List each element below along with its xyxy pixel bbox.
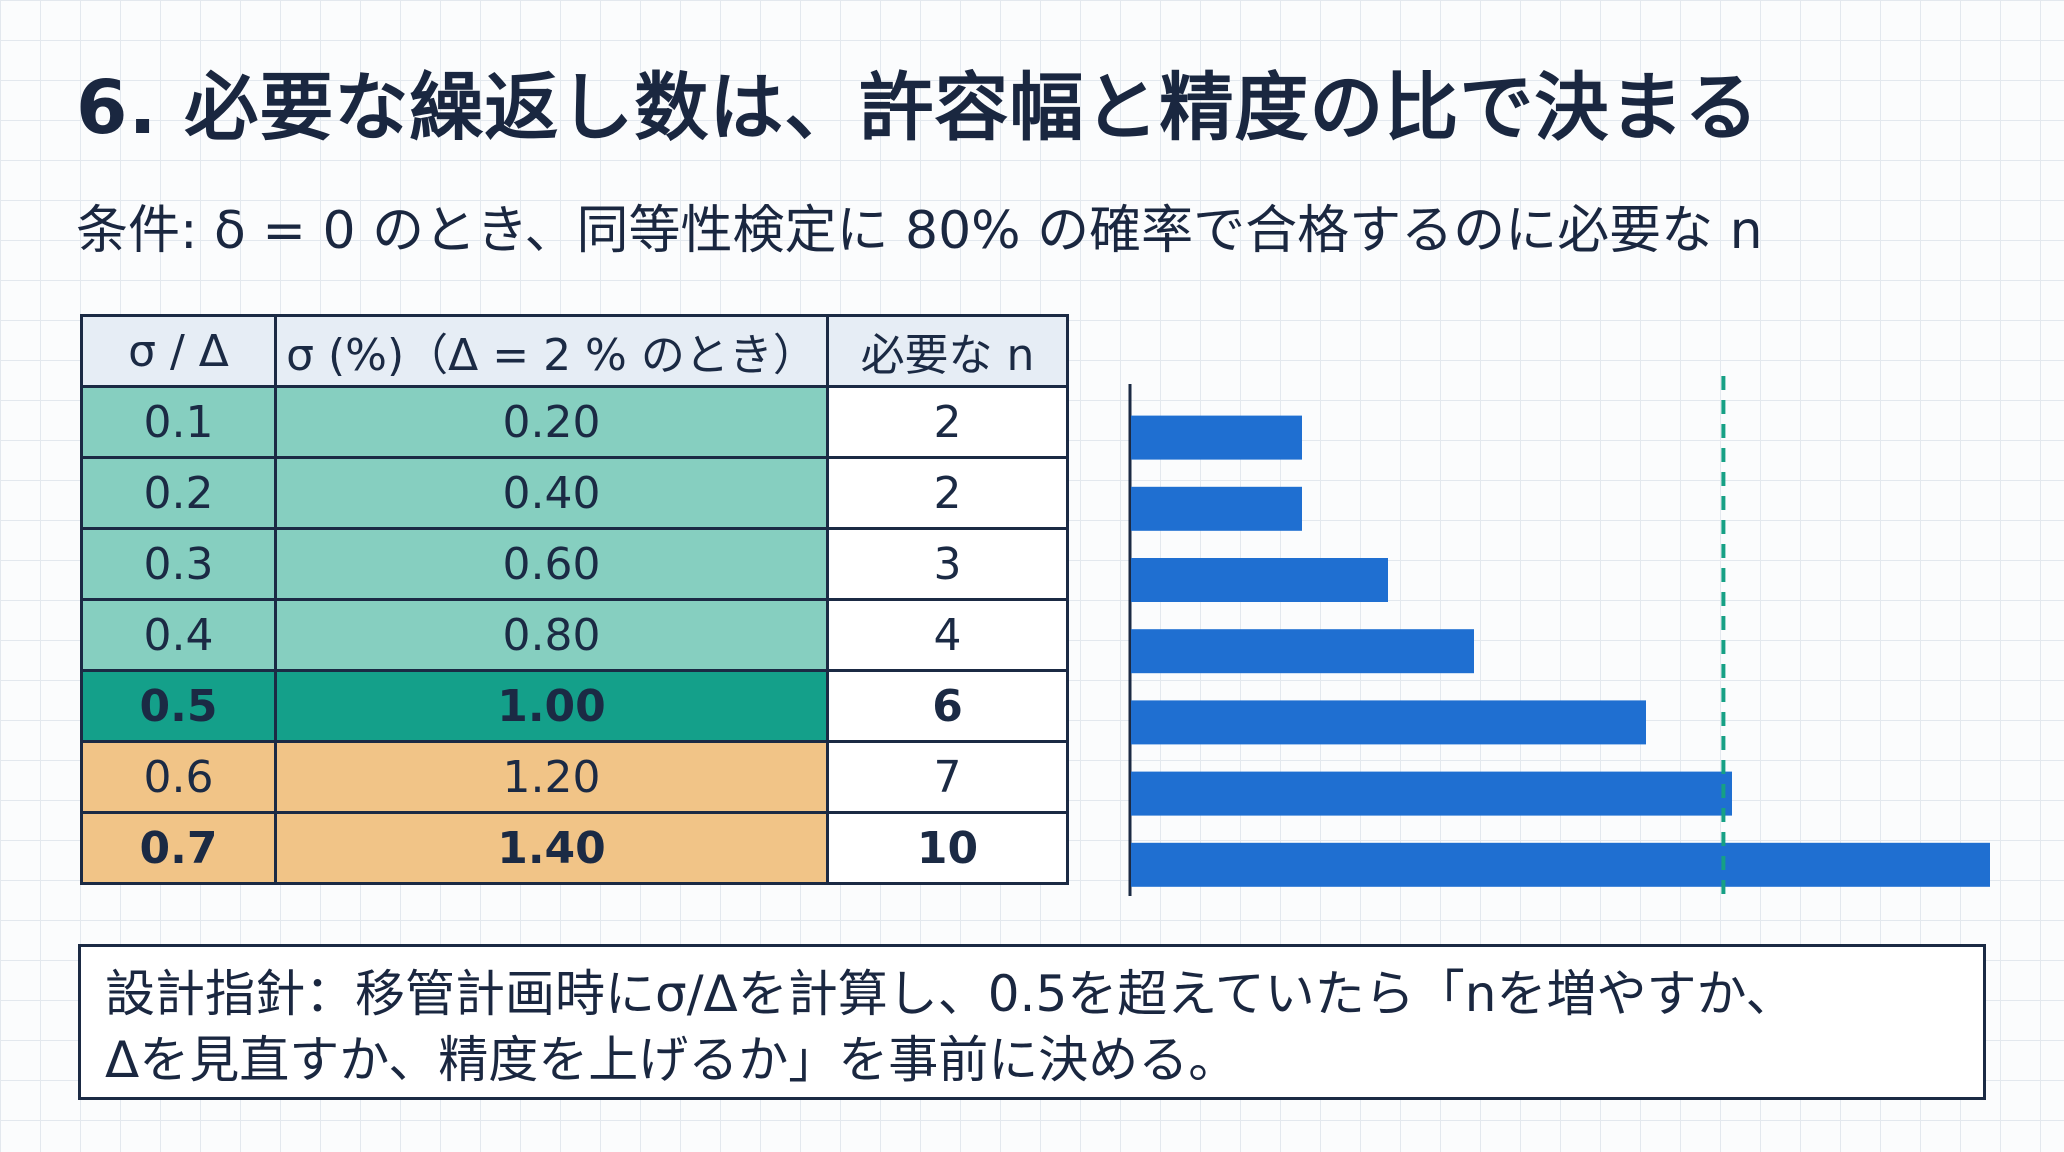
cell-required-n: 2 bbox=[826, 456, 1069, 530]
sample-size-table: σ / Δ σ (%)（Δ = 2 % のとき） 必要な n 0.1 0.20 2 0… bbox=[80, 314, 1069, 885]
cell-sigma-ratio: 0.6 bbox=[80, 740, 277, 814]
cell-required-n: 7 bbox=[826, 740, 1069, 814]
cell-sigma-ratio: 0.5 bbox=[80, 669, 277, 743]
cell-required-n: 10 bbox=[826, 811, 1069, 885]
table-row: 0.2 0.40 2 bbox=[80, 456, 1069, 530]
bar-0.4 bbox=[1131, 629, 1474, 674]
cell-sigma-percent: 1.00 bbox=[274, 669, 829, 743]
table-row: 0.7 1.40 10 bbox=[80, 811, 1069, 885]
required-n-bar-chart bbox=[1128, 376, 1990, 896]
cell-sigma-percent: 0.20 bbox=[274, 385, 829, 459]
cell-sigma-percent: 1.20 bbox=[274, 740, 829, 814]
bar-0.3 bbox=[1131, 558, 1388, 602]
bar-0.1 bbox=[1131, 415, 1302, 460]
table-header-row: σ / Δ σ (%)（Δ = 2 % のとき） 必要な n bbox=[80, 314, 1069, 388]
cell-required-n: 3 bbox=[826, 527, 1069, 601]
bar-0.5 bbox=[1131, 700, 1646, 745]
bar-0.6 bbox=[1131, 771, 1732, 816]
cell-sigma-ratio: 0.1 bbox=[80, 385, 277, 459]
cell-required-n: 4 bbox=[826, 598, 1069, 672]
header-required-n: 必要な n bbox=[826, 314, 1069, 388]
cell-sigma-percent: 0.60 bbox=[274, 527, 829, 601]
cell-sigma-percent: 0.40 bbox=[274, 456, 829, 530]
design-guideline-note: 設計指針：移管計画時にσ/Δを計算し、0.5を超えていたら「nを増やすか、 Δを… bbox=[78, 944, 1986, 1100]
bar-0.7 bbox=[1131, 842, 1990, 887]
cell-sigma-ratio: 0.7 bbox=[80, 811, 277, 885]
bar-0.2 bbox=[1131, 486, 1302, 531]
cell-required-n: 6 bbox=[826, 669, 1069, 743]
header-sigma-ratio: σ / Δ bbox=[80, 314, 277, 388]
table-row: 0.5 1.00 6 bbox=[80, 669, 1069, 743]
table-row: 0.4 0.80 4 bbox=[80, 598, 1069, 672]
cell-sigma-ratio: 0.4 bbox=[80, 598, 277, 672]
table-row: 0.6 1.20 7 bbox=[80, 740, 1069, 814]
condition-subtitle: 条件: δ = 0 のとき、同等性検定に 80% の確率で合格するのに必要な n bbox=[76, 201, 1763, 261]
cell-sigma-percent: 1.40 bbox=[274, 811, 829, 885]
note-line-2: Δを見直すか、精度を上げるか」を事前に決める。 bbox=[105, 1031, 1239, 1089]
header-sigma-percent: σ (%)（Δ = 2 % のとき） bbox=[274, 314, 829, 388]
page-title: 6. 必要な繰返し数は、許容幅と精度の比で決まる bbox=[76, 65, 1760, 151]
table-row: 0.1 0.20 2 bbox=[80, 385, 1069, 459]
cell-sigma-percent: 0.80 bbox=[274, 598, 829, 672]
cell-sigma-ratio: 0.3 bbox=[80, 527, 277, 601]
note-line-1: 設計指針：移管計画時にσ/Δを計算し、0.5を超えていたら「nを増やすか、 bbox=[105, 965, 1796, 1023]
cell-sigma-ratio: 0.2 bbox=[80, 456, 277, 530]
cell-required-n: 2 bbox=[826, 385, 1069, 459]
table-row: 0.3 0.60 3 bbox=[80, 527, 1069, 601]
